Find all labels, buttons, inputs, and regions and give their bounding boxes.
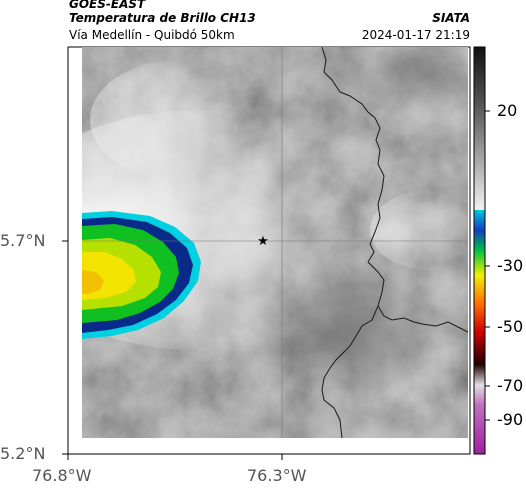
axis-ticks [62,240,283,460]
cold-cloud-orange-core [82,270,104,294]
colorbar [473,46,486,455]
colorbar-label-minus70: -70 [497,376,524,395]
star-icon: ★ [257,234,269,249]
satellite-image [82,47,468,438]
organization-label: SIATA [432,11,470,25]
department-border [321,47,468,333]
latitude-label-5-7: 5.7°N [0,231,46,250]
longitude-label-76-8: 76.8°W [32,466,92,485]
department-border-south [321,305,379,438]
colorbar-label-minus30: -30 [497,256,524,275]
satellite-title: GOES-EAST [69,0,146,11]
product-title: Temperatura de Brillo CH13 [69,11,256,25]
colorbar-label-minus90: -90 [497,410,524,429]
colorbar-ticks [485,110,490,421]
route-subtitle: Vía Medellín - Quibdó 50km [69,28,235,42]
latitude-label-5-2: 5.2°N [0,444,46,463]
colorbar-label-minus50: -50 [497,317,524,336]
longitude-label-76-3: 76.3°W [247,466,307,485]
colorbar-label-20: 20 [497,101,518,120]
datetime-label: 2024-01-17 21:19 [361,28,470,42]
